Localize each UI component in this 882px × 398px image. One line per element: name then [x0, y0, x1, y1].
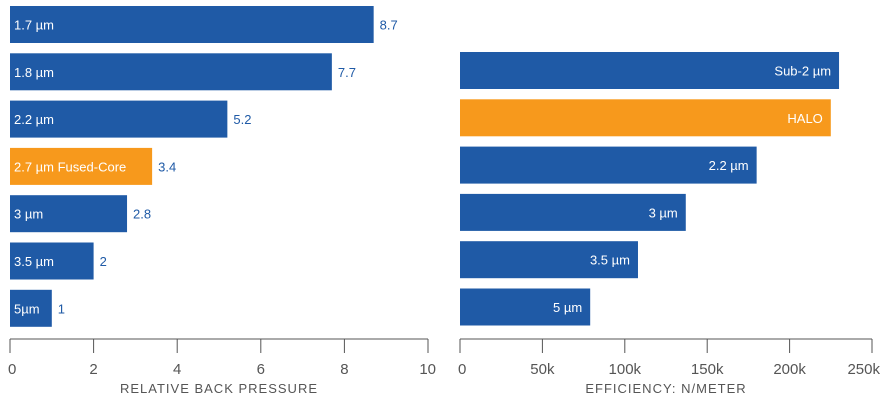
- left-x-tick-label: 0: [8, 361, 16, 378]
- right-bar: [460, 52, 840, 89]
- right-x-tick-label: 250k: [847, 361, 880, 378]
- right-x-tick-label: 50k: [530, 361, 555, 378]
- left-x-tick-label: 4: [173, 361, 181, 378]
- left-chart: 1.7 µm 8.7 1.8 µm 7.7 2.2 µm 5.2 2.7 µm Fused-…: [8, 6, 436, 396]
- left-x-tick-label: 10: [419, 361, 436, 378]
- left-bar-label: 3.5 µm: [14, 254, 54, 269]
- right-x-tick-label: 200k: [773, 361, 806, 378]
- right-x-tick-label: 150k: [691, 361, 724, 378]
- right-bar-label: 3.5 µm: [590, 253, 630, 268]
- left-value-label: 2: [100, 254, 107, 269]
- right-bar-label: 2.2 µm: [709, 158, 749, 173]
- left-bar: [10, 195, 128, 233]
- left-bar-label: 1.7 µm: [14, 18, 54, 33]
- left-bar-label: 3 µm: [14, 207, 43, 222]
- right-bar: [460, 193, 686, 231]
- left-bar: [10, 53, 332, 91]
- left-value-label: 8.7: [380, 18, 398, 33]
- left-x-tick-label: 2: [89, 361, 97, 378]
- right-bar-label: 5 µm: [553, 300, 582, 315]
- left-bar: [10, 289, 52, 327]
- left-bar: [10, 147, 153, 185]
- right-bar: [460, 241, 638, 279]
- right-bar-label: Sub-2 µm: [774, 64, 831, 79]
- left-value-label: 2.8: [133, 207, 151, 222]
- right-bar: [460, 288, 591, 326]
- left-value-label: 3.4: [158, 159, 176, 174]
- left-x-tick-label: 6: [257, 361, 265, 378]
- right-chart: Sub-2 µm HALO 2.2 µm 3 µm 3.5 µm 5 µm 0 50k 100k…: [458, 52, 880, 396]
- left-bar: [10, 100, 228, 138]
- right-x-tick-label: 100k: [609, 361, 642, 378]
- left-bar-label: 1.8 µm: [14, 65, 54, 80]
- left-bar-label: 5µm: [14, 301, 40, 316]
- left-x-axis-title: RELATIVE BACK PRESSURE: [120, 381, 318, 396]
- right-x-axis-title: EFFICIENCY: N/METER: [585, 381, 746, 396]
- right-x-tick-label: 0: [458, 361, 466, 378]
- left-bar-label: 2.2 µm: [14, 112, 54, 127]
- left-bar: [10, 6, 374, 43]
- right-bar-label: HALO: [787, 111, 822, 126]
- left-value-label: 1: [58, 301, 65, 316]
- left-bar: [10, 242, 94, 280]
- left-x-tick-label: 8: [340, 361, 348, 378]
- left-bar-label: 2.7 µm Fused-Core: [14, 159, 126, 174]
- left-value-label: 7.7: [338, 65, 356, 80]
- right-bar: [460, 146, 757, 184]
- right-bar-label: 3 µm: [649, 205, 678, 220]
- left-value-label: 5.2: [233, 112, 251, 127]
- right-bar: [460, 99, 831, 137]
